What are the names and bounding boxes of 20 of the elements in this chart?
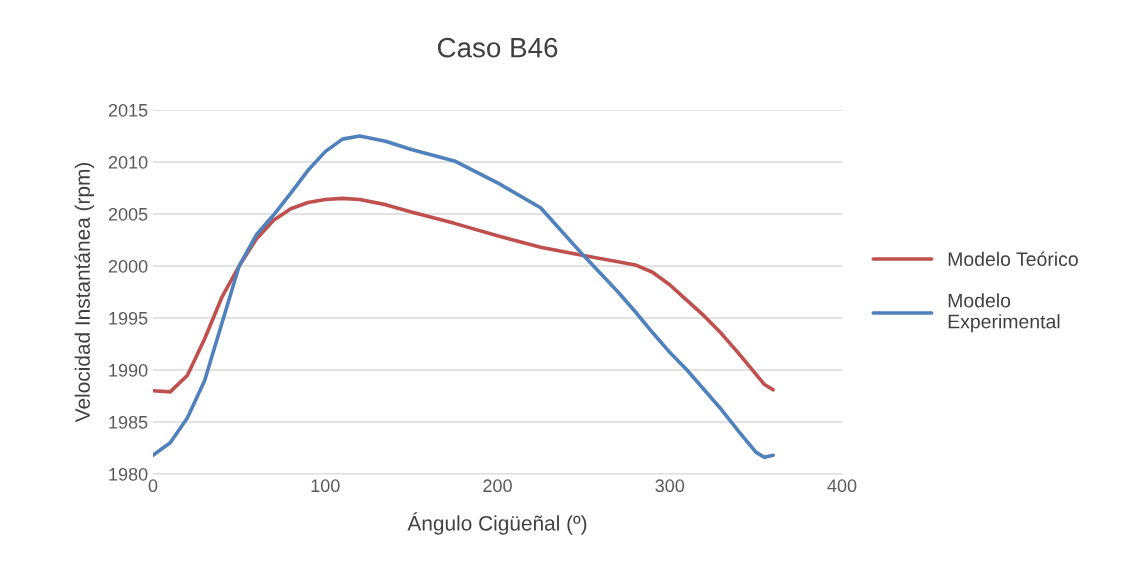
- chart-title: Caso B46: [437, 37, 558, 58]
- x-tick-label: 100: [311, 479, 340, 493]
- y-tick-label: 2010: [108, 155, 148, 169]
- y-tick-label: 2005: [108, 207, 148, 221]
- y-tick-label: 1985: [109, 415, 148, 429]
- x-tick-label: 300: [655, 479, 685, 493]
- y-tick-label: 1990: [109, 363, 148, 377]
- x-tick-label: 400: [827, 479, 857, 493]
- x-tick-label: 0: [148, 479, 158, 493]
- x-tick-label: 200: [483, 479, 512, 493]
- legend-label: Modelo Teórico: [948, 251, 1078, 267]
- y-tick-label: 1995: [109, 311, 148, 325]
- y-tick-label: 1980: [109, 467, 148, 481]
- legend-label: Modelo Experimental: [948, 293, 1060, 333]
- y-tick-label: 2015: [108, 103, 148, 117]
- y-axis-title: Velocidad Instantánea (rpm): [74, 163, 95, 423]
- x-axis-title: Ángulo Cigüeñal (º): [407, 512, 587, 535]
- y-tick-label: 2000: [108, 259, 148, 273]
- line-series: [153, 196, 775, 394]
- line-series: [153, 134, 775, 460]
